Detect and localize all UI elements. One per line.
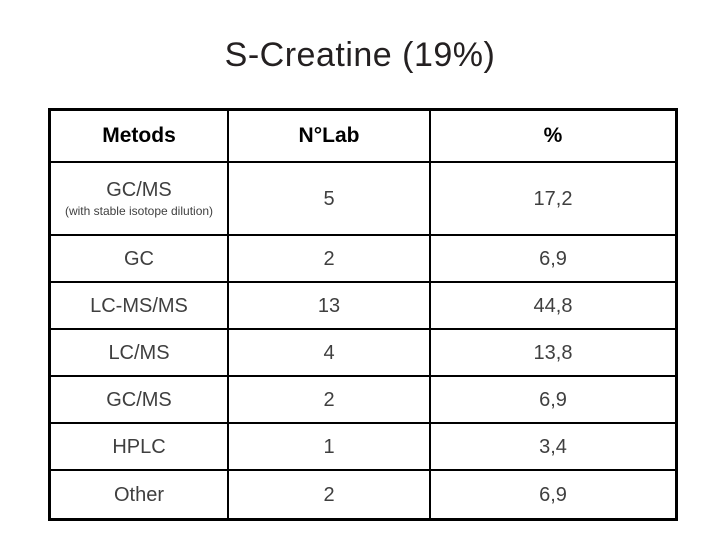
percent-cell: 6,9 [539, 483, 567, 506]
methods-table: Metods N°Lab % GC/MS (with stable isotop… [48, 108, 678, 521]
nlab-cell: 4 [229, 330, 431, 377]
header-cell-percent: % [431, 111, 675, 163]
method-cell: Other [51, 471, 229, 518]
method-cell: GC/MS [51, 377, 229, 424]
nlab-cell: 13 [229, 283, 431, 330]
slide-title: S-Creatine (19%) [224, 36, 496, 74]
method-cell: HPLC [51, 424, 229, 471]
method-label: GC/MS [106, 178, 172, 201]
percent-cell: 44,8 [431, 283, 675, 330]
percent-cell: 17,2 [431, 163, 675, 236]
method-cell: GC [51, 236, 229, 283]
header-cell-nlab: N°Lab [229, 111, 431, 163]
header-cell-methods: Metods [51, 111, 229, 163]
nlab-cell: 2 [229, 236, 431, 283]
nlab-cell: 5 [229, 163, 431, 236]
percent-cell: 6,9 [431, 236, 675, 283]
percent-cell: 13,8 [431, 330, 675, 377]
nlab-cell: 2 [229, 377, 431, 424]
nlab-cell: 1 [229, 424, 431, 471]
method-cell: LC-MS/MS [51, 283, 229, 330]
percent-cell: 3,4 [431, 424, 675, 471]
method-note: (with stable isotope dilution) [64, 203, 214, 218]
method-cell: GC/MS (with stable isotope dilution) [51, 163, 229, 236]
percent-cell: 6,9 [431, 377, 675, 424]
method-cell: LC/MS [51, 330, 229, 377]
nlab-cell: 2 [229, 471, 431, 518]
